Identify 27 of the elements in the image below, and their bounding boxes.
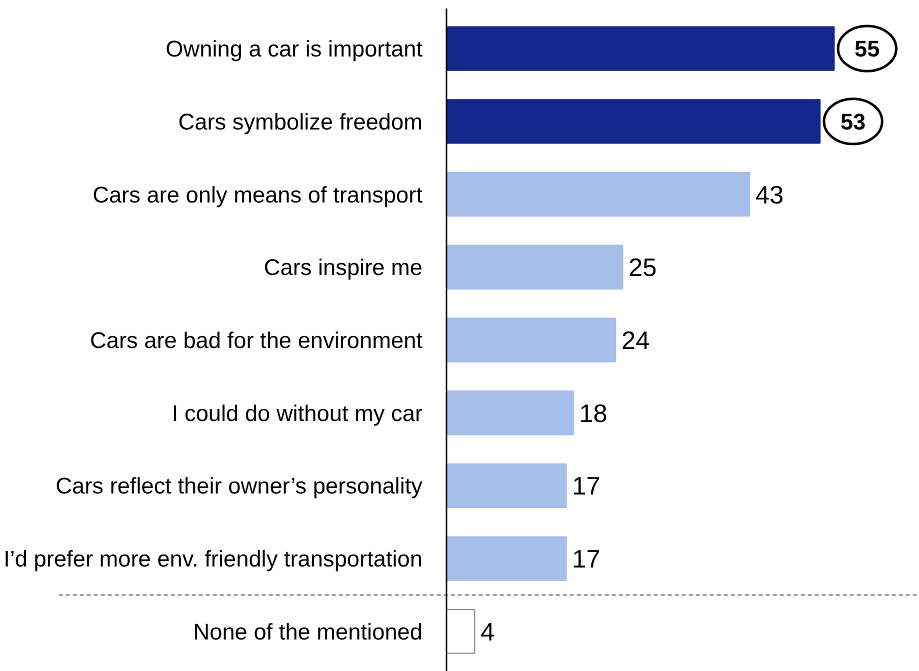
data-label: 24 xyxy=(621,327,650,355)
data-label: 55 xyxy=(854,36,880,62)
data-label: 17 xyxy=(572,546,600,574)
bar xyxy=(446,99,821,144)
y-tick-label: None of the mentioned xyxy=(193,618,423,644)
data-label: 18 xyxy=(579,400,608,428)
bar xyxy=(446,463,567,508)
y-tick-label: Cars are only means of transport xyxy=(92,181,424,208)
y-tick-label: I’d prefer more env. friendly transportation xyxy=(4,546,423,572)
data-label: 53 xyxy=(840,108,866,134)
data-label: 25 xyxy=(628,254,657,282)
y-tick-label: Cars are bad for the environment xyxy=(90,327,424,353)
data-label: 43 xyxy=(755,181,784,210)
y-tick-label: Cars reflect their owner’s personality xyxy=(56,472,424,499)
y-tick-label: Cars symbolize freedom xyxy=(178,108,423,134)
bar xyxy=(446,172,750,217)
y-tick-label: I could do without my car xyxy=(172,400,423,426)
bar xyxy=(446,244,624,290)
data-label: 4 xyxy=(480,618,495,646)
bar xyxy=(446,26,835,71)
y-tick-label: Cars inspire me xyxy=(264,254,423,280)
data-label: 17 xyxy=(572,472,600,501)
bar xyxy=(446,318,616,362)
bar xyxy=(446,609,476,654)
y-tick-label: Owning a car is important xyxy=(166,36,424,62)
bar xyxy=(446,536,567,581)
bar xyxy=(446,390,574,436)
